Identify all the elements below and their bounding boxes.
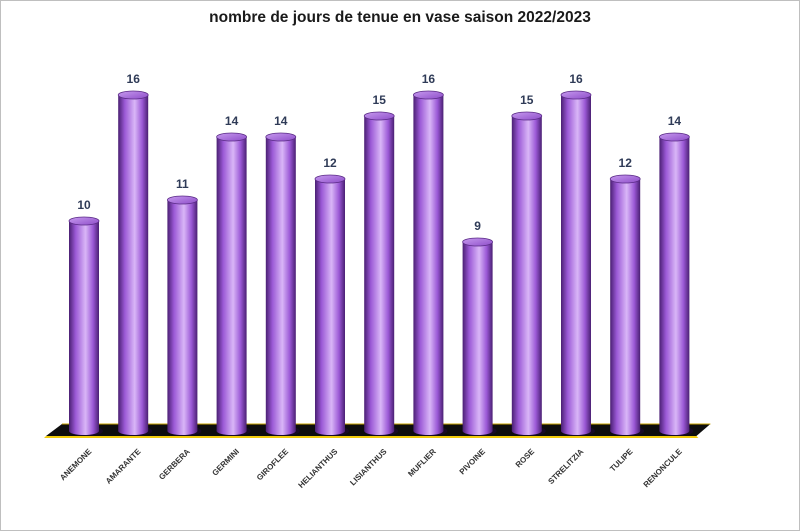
x-tick-label: TULIPE [608, 447, 635, 474]
bar-tulipe [609, 174, 645, 436]
bar-amarante [117, 90, 153, 436]
data-label: 14 [225, 114, 239, 128]
bar-germini [216, 132, 251, 436]
data-label: 16 [127, 72, 141, 86]
data-label: 14 [668, 114, 682, 128]
data-label: 12 [323, 156, 337, 170]
x-tick-label: AMARANTE [104, 447, 143, 486]
bar-strelitzia [560, 90, 595, 436]
data-label: 10 [77, 198, 91, 212]
data-label: 14 [274, 114, 288, 128]
bar-giroflee [265, 132, 300, 436]
bar-muflier [412, 90, 448, 436]
bar-pivoine [462, 237, 497, 436]
x-tick-label: STRELITZIA [546, 447, 585, 486]
bar-lisianthus [363, 111, 399, 436]
data-label: 12 [619, 156, 633, 170]
data-label: 15 [520, 93, 534, 107]
data-label: 16 [569, 72, 583, 86]
x-tick-label: ROSE [514, 447, 537, 470]
bar-gerbera [166, 195, 202, 436]
chart-title: nombre de jours de tenue en vase saison … [209, 9, 591, 26]
x-tick-label: RENONCULE [642, 447, 685, 490]
x-tick-label: PIVOINE [458, 447, 488, 477]
data-label: 11 [176, 177, 189, 191]
x-tick-label: GERMINI [210, 447, 241, 478]
bar-helianthus [314, 174, 349, 436]
data-label: 16 [422, 72, 436, 86]
x-tick-label: MUFLIER [406, 447, 438, 479]
x-tick-label: LISIANTHUS [348, 447, 389, 488]
bar-anemone [68, 216, 103, 436]
data-label: 15 [373, 93, 387, 107]
x-tick-label: ANEMONE [58, 447, 94, 483]
bar-renoncule [659, 132, 694, 436]
x-tick-label: HELIANTHUS [297, 447, 340, 490]
data-label: 9 [474, 219, 481, 233]
x-tick-label: GIROFLEE [255, 447, 291, 483]
bar-rose [511, 111, 546, 436]
x-tick-label: GERBERA [157, 447, 192, 482]
